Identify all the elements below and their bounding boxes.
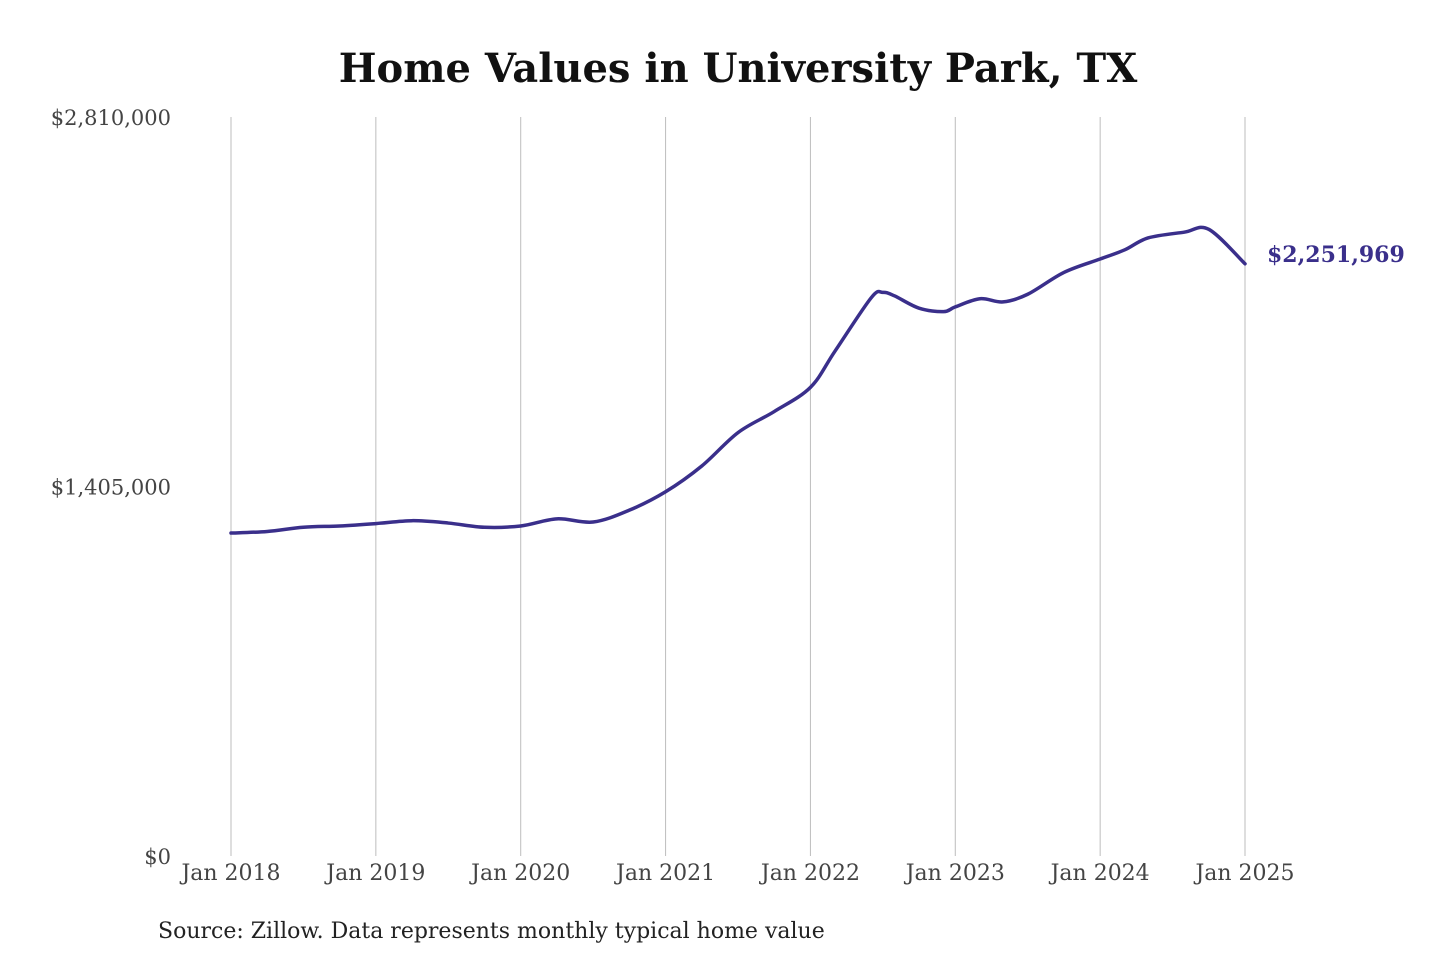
y-tick-label: $0 bbox=[144, 845, 171, 869]
end-value-label: $2,251,969 bbox=[1267, 242, 1405, 268]
source-note: Source: Zillow. Data represents monthly … bbox=[158, 919, 825, 944]
y-axis-ticks: $2,810,000 $1,405,000 $0 bbox=[51, 106, 171, 869]
x-tick-label: Jan 2020 bbox=[469, 861, 570, 886]
x-tick-label: Jan 2019 bbox=[324, 861, 425, 886]
series-line-0 bbox=[229, 225, 1247, 535]
chart-title: Home Values in University Park, TX bbox=[339, 45, 1137, 92]
gridlines bbox=[230, 117, 1246, 856]
x-tick-label: Jan 2024 bbox=[1049, 861, 1150, 886]
x-tick-label: Jan 2021 bbox=[614, 861, 715, 886]
y-tick-label: $1,405,000 bbox=[51, 476, 171, 500]
x-tick-label: Jan 2023 bbox=[904, 861, 1005, 886]
x-tick-label: Jan 2025 bbox=[1193, 861, 1294, 886]
series-lines bbox=[229, 225, 1247, 535]
y-tick-label: $2,810,000 bbox=[51, 106, 171, 130]
x-tick-label: Jan 2018 bbox=[179, 861, 280, 886]
x-axis-ticks: Jan 2018 Jan 2019 Jan 2020 Jan 2021 Jan 2022… bbox=[179, 861, 1294, 886]
x-tick-label: Jan 2022 bbox=[759, 861, 860, 886]
